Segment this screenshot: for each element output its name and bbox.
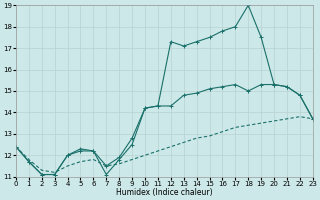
X-axis label: Humidex (Indice chaleur): Humidex (Indice chaleur) xyxy=(116,188,213,197)
